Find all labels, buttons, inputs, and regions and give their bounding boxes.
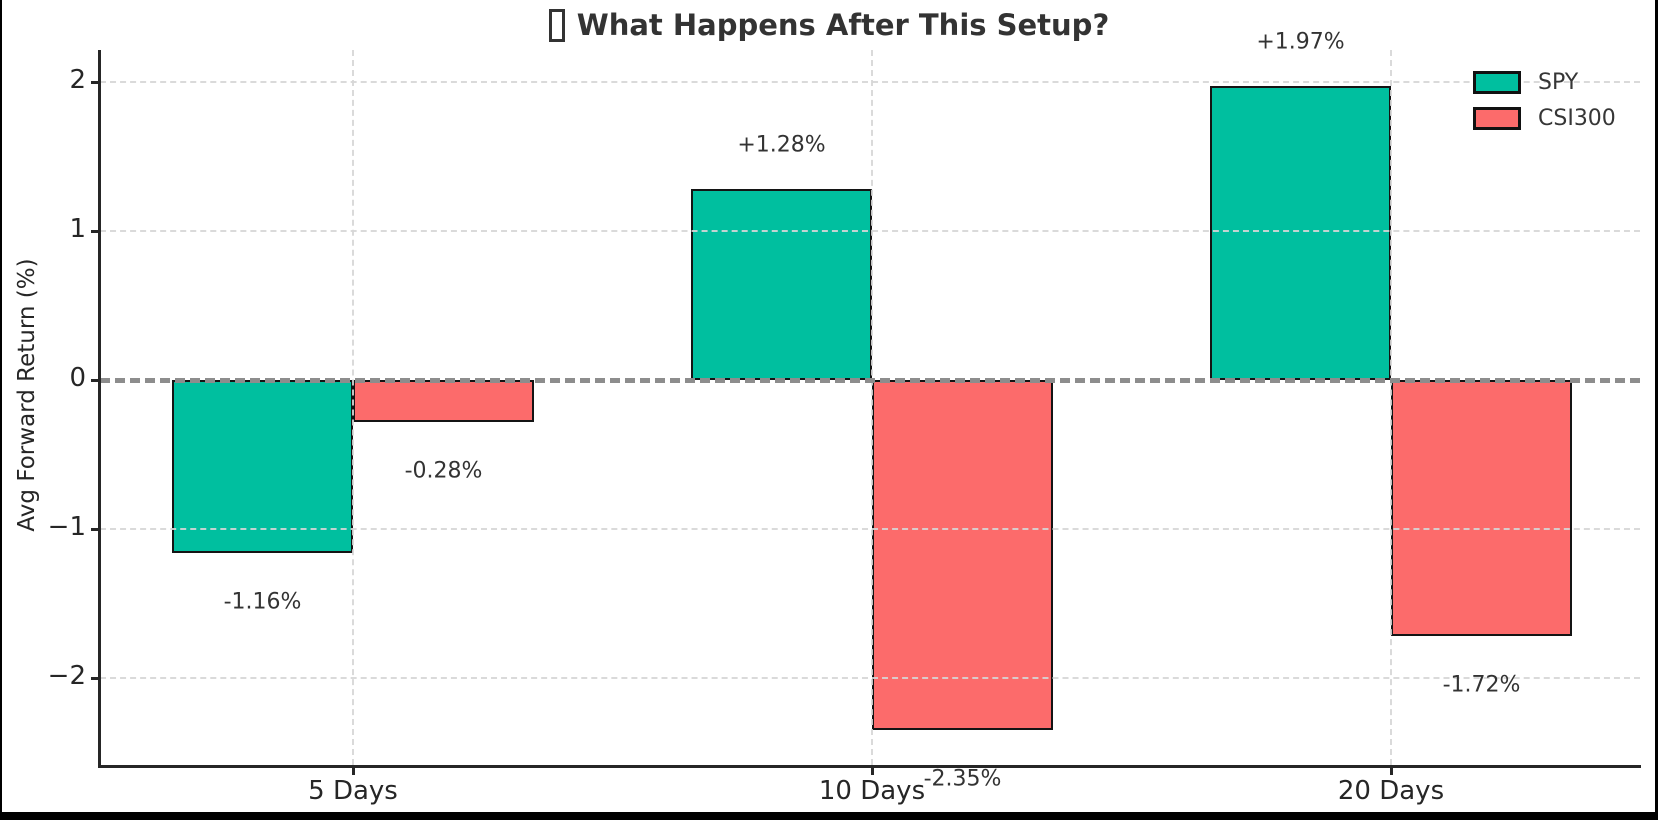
- bar-value-label: -0.28%: [404, 458, 483, 484]
- x-tick-label: 5 Days: [308, 776, 398, 806]
- legend-item-spy: SPY: [1473, 70, 1616, 95]
- legend-label: CSI300: [1538, 106, 1616, 131]
- x-axis-tick: [352, 767, 355, 775]
- bar-value-label: -1.72%: [1442, 672, 1521, 698]
- y-axis-tick: [91, 379, 100, 382]
- legend-label: SPY: [1538, 70, 1579, 95]
- legend-item-csi300: CSI300: [1473, 106, 1616, 131]
- y-axis-tick: [91, 677, 100, 680]
- horizontal-gridline: [100, 81, 1640, 83]
- vertical-gridline: [871, 50, 873, 765]
- x-axis-tick: [1390, 767, 1393, 775]
- legend: SPY CSI300: [1473, 70, 1616, 142]
- window-edge-bottom: [0, 812, 1658, 820]
- y-tick-label: 1: [69, 214, 86, 244]
- y-tick-label: 2: [69, 65, 86, 95]
- y-tick-label: −1: [47, 512, 86, 542]
- bar-spy-10-days: [691, 189, 872, 380]
- missing-glyph-box-icon: [548, 9, 565, 42]
- bar-value-label: -2.35%: [923, 766, 1002, 792]
- legend-swatch-spy: [1473, 71, 1521, 94]
- bar-spy-20-days: [1210, 86, 1391, 380]
- bar-csi300-5-days: [353, 380, 534, 422]
- window-edge-right: [1655, 0, 1658, 820]
- y-tick-label: −2: [47, 661, 86, 691]
- vertical-gridline: [1390, 50, 1392, 765]
- bar-value-label: +1.28%: [737, 132, 826, 158]
- legend-swatch-csi300: [1473, 107, 1521, 130]
- window-edge-left: [0, 0, 2, 820]
- x-axis-spine: [98, 765, 1641, 768]
- y-axis-tick: [91, 528, 100, 531]
- x-axis-tick: [871, 767, 874, 775]
- chart-title: What Happens After This Setup?: [0, 8, 1658, 42]
- chart-title-text: What Happens After This Setup?: [576, 8, 1110, 42]
- y-axis-label: Avg Forward Return (%): [14, 258, 40, 532]
- x-tick-label: 10 Days: [818, 776, 926, 806]
- vertical-gridline: [352, 50, 354, 765]
- y-tick-label: 0: [69, 363, 86, 393]
- x-tick-label: 20 Days: [1337, 776, 1445, 806]
- horizontal-gridline: [100, 528, 1640, 530]
- zero-reference-line: [100, 378, 1640, 383]
- plot-area: 2 1 0 −1 −2 5 Days 10 Days 20 Days -1.16% +1.28% +…: [48, 29, 1641, 806]
- y-axis-spine: [98, 50, 101, 767]
- bar-csi300-20-days: [1391, 380, 1572, 637]
- horizontal-gridline: [100, 677, 1640, 679]
- y-axis-tick: [91, 81, 100, 84]
- bar-spy-5-days: [172, 380, 353, 553]
- y-axis-tick: [91, 230, 100, 233]
- horizontal-gridline: [100, 230, 1640, 232]
- bar-value-label: -1.16%: [223, 589, 302, 615]
- bar-value-label: +1.97%: [1256, 29, 1345, 55]
